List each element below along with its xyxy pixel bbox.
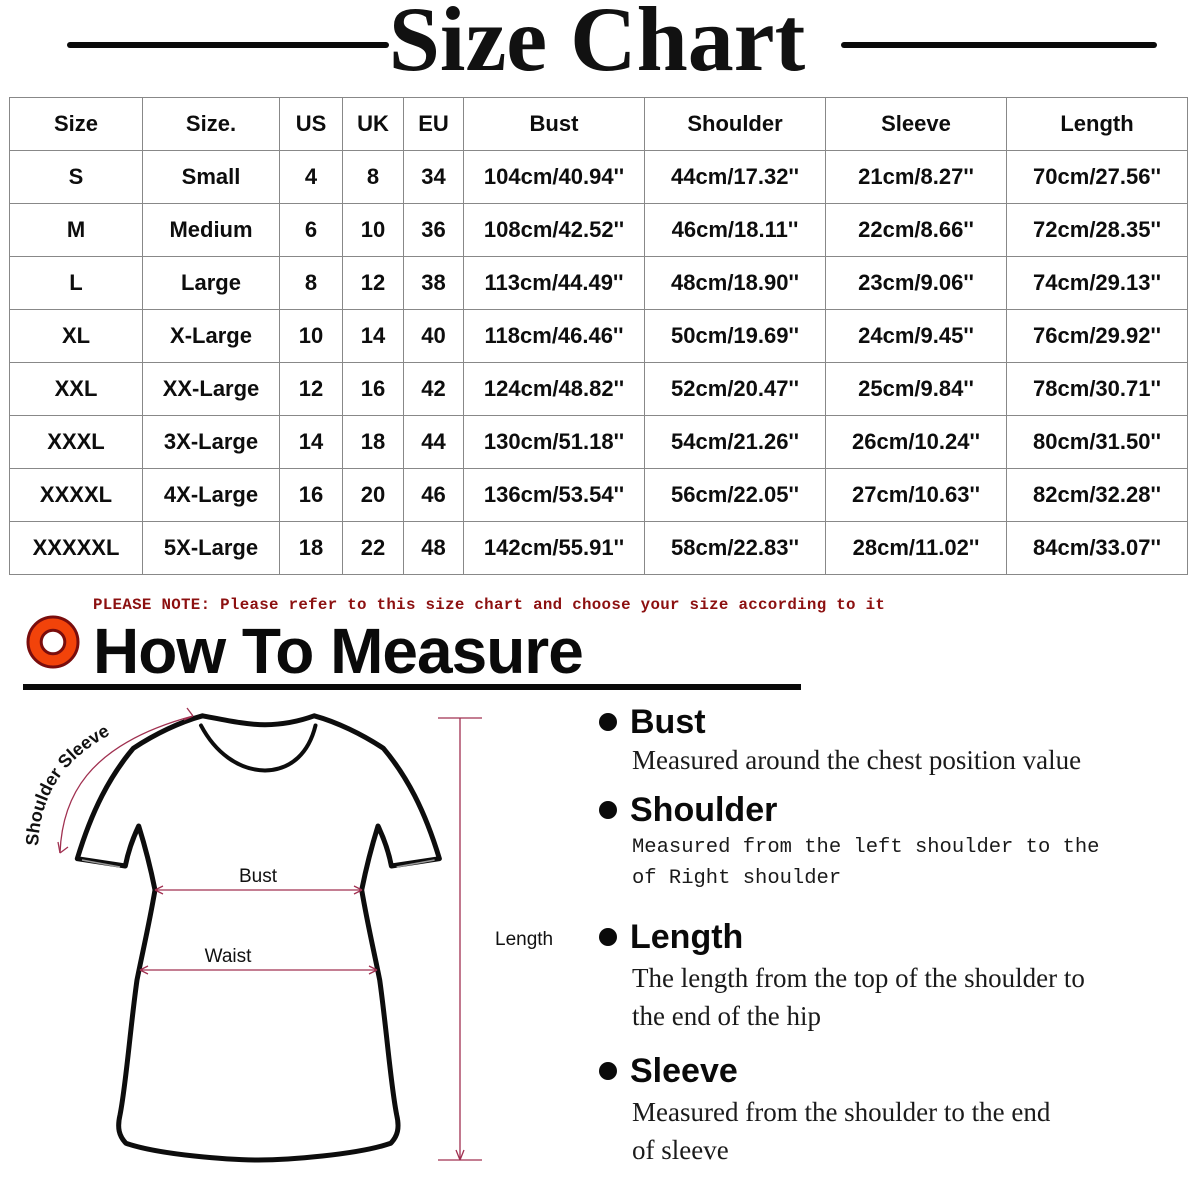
svg-text:Waist: Waist	[205, 946, 253, 967]
svg-text:Bust: Bust	[239, 866, 278, 887]
svg-text:Length: Length	[495, 929, 553, 950]
